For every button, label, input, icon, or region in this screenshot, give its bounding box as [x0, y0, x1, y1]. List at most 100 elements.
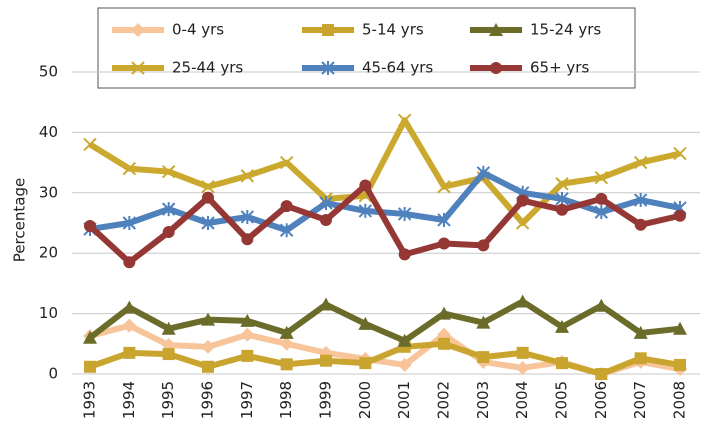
data-point: [437, 212, 451, 227]
data-point: [358, 203, 373, 218]
data-point: [280, 358, 293, 371]
legend-marker: [131, 61, 145, 75]
data-point: [122, 300, 137, 314]
data-point: [161, 164, 176, 179]
x-tick-label: 2004: [513, 381, 531, 419]
x-tick-label: 1993: [81, 381, 99, 419]
data-point: [515, 216, 530, 230]
data-point: [594, 205, 609, 220]
series-line: [87, 182, 681, 266]
legend-marker: [131, 23, 145, 37]
legend-label: 5-14 yrs: [362, 21, 424, 39]
data-point: [279, 223, 294, 238]
data-point: [240, 313, 255, 327]
data-point: [594, 170, 609, 185]
y-tick-label: 30: [39, 183, 58, 201]
data-point: [476, 165, 491, 180]
data-point: [634, 352, 647, 365]
x-tick-label: 2001: [395, 381, 413, 419]
legend-label: 0-4 yrs: [172, 21, 224, 39]
data-point: [438, 237, 450, 250]
data-point: [84, 220, 96, 233]
data-point: [673, 146, 687, 161]
data-point: [397, 206, 412, 221]
data-point: [358, 316, 373, 330]
data-point: [438, 337, 450, 350]
series-line: [89, 340, 681, 377]
legend-label: 25-44 yrs: [172, 59, 243, 77]
y-tick-label: 20: [39, 244, 58, 262]
data-point: [241, 349, 254, 362]
data-point: [162, 348, 175, 361]
data-point: [359, 357, 372, 370]
data-point: [122, 318, 137, 333]
data-point: [240, 209, 255, 224]
legend-label: 15-24 yrs: [530, 21, 601, 39]
data-point: [84, 360, 96, 373]
data-point: [398, 248, 411, 261]
legend-label: 65+ yrs: [530, 59, 589, 77]
series-line: [88, 298, 681, 344]
data-point: [83, 137, 97, 152]
x-tick-label: 2000: [356, 381, 374, 419]
legend-marker: [322, 24, 334, 36]
data-point: [240, 169, 255, 183]
data-point: [320, 213, 332, 226]
y-axis-label: Percentage: [11, 178, 29, 262]
data-point: [556, 357, 568, 370]
data-point: [673, 321, 687, 335]
data-point: [674, 209, 686, 222]
data-point: [201, 312, 215, 326]
data-point: [240, 327, 255, 342]
data-point: [83, 330, 97, 344]
data-point: [359, 179, 372, 192]
data-point: [595, 192, 608, 205]
legend-marker: [489, 23, 503, 36]
x-tick-label: 2005: [553, 381, 571, 419]
data-point: [437, 180, 451, 194]
x-tick-label: 2002: [435, 381, 453, 419]
data-point: [595, 368, 608, 380]
data-point: [280, 200, 293, 213]
data-point: [634, 218, 647, 231]
data-point: [161, 321, 176, 335]
data-point: [477, 239, 490, 252]
data-point: [515, 294, 530, 308]
data-point: [161, 202, 176, 217]
y-tick-label: 0: [48, 365, 58, 383]
x-tick-label: 2003: [474, 381, 492, 419]
y-tick-label: 40: [39, 123, 58, 141]
data-point: [123, 346, 136, 359]
data-point: [241, 233, 254, 246]
legend-box: [97, 7, 636, 89]
series-line: [88, 117, 681, 226]
data-point: [555, 319, 569, 333]
legend-marker: [490, 62, 502, 74]
legend-label: 45-64 yrs: [362, 59, 433, 77]
data-point: [319, 196, 333, 211]
x-tick-label: 2007: [631, 381, 649, 419]
data-point: [279, 336, 294, 351]
x-tick-label: 1997: [238, 381, 256, 419]
data-point: [122, 161, 137, 176]
data-point: [397, 113, 412, 128]
x-tick-label: 1996: [199, 381, 217, 419]
legend-marker: [321, 61, 335, 75]
data-point: [633, 325, 648, 339]
data-point: [320, 354, 332, 367]
data-point: [674, 358, 686, 371]
data-point: [555, 177, 569, 191]
data-point: [201, 216, 215, 230]
x-tick-label: 2006: [592, 381, 610, 419]
data-point: [555, 191, 569, 206]
data-point: [397, 357, 412, 372]
data-point: [279, 325, 294, 339]
x-tick-label: 1995: [159, 381, 177, 419]
x-tick-label: 1994: [120, 381, 138, 419]
data-point: [633, 155, 648, 170]
data-point: [279, 155, 294, 170]
data-point: [162, 226, 175, 239]
data-point: [319, 297, 333, 311]
data-point: [123, 256, 136, 269]
